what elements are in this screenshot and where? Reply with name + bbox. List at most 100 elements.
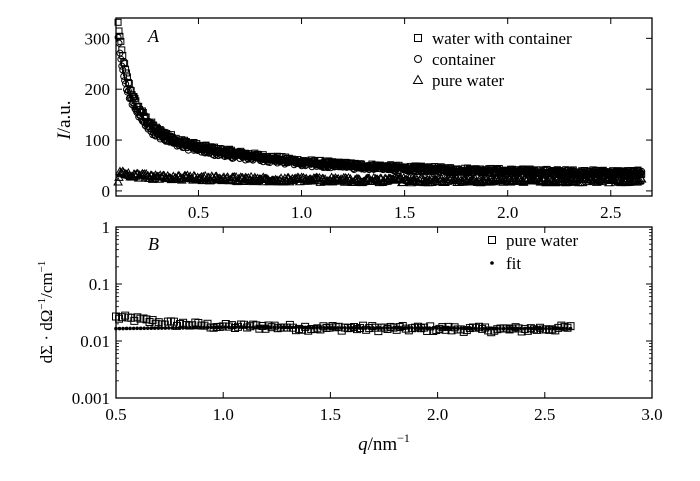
panel-b-x-tick-label: 2.0 (427, 405, 448, 424)
panel-a-container-point (285, 157, 293, 165)
panel-b-fit-point (420, 326, 425, 330)
panel-b-fit-point (392, 326, 397, 330)
panel-a-pure-water-point (523, 172, 534, 182)
panel-b-fit-point (396, 326, 400, 330)
panel-b-fit-point (290, 325, 294, 330)
panel-b-fit-point (124, 326, 129, 331)
panel-b-fit-point (399, 326, 404, 330)
panel-a-pure-water-point (298, 172, 309, 182)
panel-a-pure-water-point (393, 174, 404, 183)
panel-b-ylabel-main: dΣ · dΩ (37, 310, 56, 364)
panel-b-fit-point (568, 326, 573, 331)
panel-b-fit-point (233, 325, 238, 329)
panel-b-fit-point (512, 326, 516, 331)
panel-b-fit-point (322, 325, 326, 330)
panel-a-pure-water-point (343, 172, 354, 182)
panel-a-ylabel-unit: /a.u. (54, 100, 75, 133)
panel-a-legend: water with container container pure water (412, 29, 572, 90)
panel-b-fit-point (138, 326, 143, 331)
panel-a-x-tick-label: 1.5 (394, 203, 415, 222)
panel-b-fit-point (160, 326, 164, 330)
panel-b-ylabel-exp1: −1 (36, 298, 48, 310)
panel-b-fit-point (350, 326, 354, 330)
panel-b-legend-marker-fit (490, 261, 494, 265)
panel-b-fit-point (484, 326, 488, 331)
panel-b-fit-point (174, 326, 178, 330)
panel-b-fit-point (241, 325, 245, 329)
panel-b-fit-point (198, 325, 203, 330)
panel-b-ylabel-mid: /cm (37, 272, 56, 298)
svg-text:I/a.u.: I/a.u. (54, 100, 75, 140)
panel-b-fit-point (424, 326, 428, 330)
panel-b-fit-point (385, 326, 390, 330)
panel-a-container-point (121, 76, 129, 84)
panel-b-fit-point (216, 325, 220, 330)
panel-b-fit-point (307, 325, 312, 330)
panel-b-fit-point (491, 326, 495, 331)
panel-b-x-tick-label: 3.0 (641, 405, 662, 424)
panel-b-frame (115, 226, 653, 399)
panel-b-fit-point (152, 326, 157, 330)
panel-b-fit-point (353, 326, 358, 330)
svg-text:dΣ · dΩ−1/cm−1: dΣ · dΩ−1/cm−1 (36, 261, 56, 364)
panel-b-fit-point (184, 325, 189, 330)
panel-b-fit-point (262, 325, 266, 329)
panel-b-fit-point (297, 325, 302, 330)
panel-b-y-tick-label: 0.001 (72, 389, 110, 408)
panel-b-xlabel-exp: −1 (397, 431, 410, 445)
panel-b-legend-label-fit: fit (506, 254, 521, 273)
panel-b-fit-point (212, 325, 217, 330)
panel-b-fit-point (272, 325, 277, 330)
panel-b-fit-point (427, 326, 432, 330)
panel-a-water-with-container-point (125, 80, 133, 88)
panel-b-fit-point (149, 326, 154, 330)
panel-b-marks (112, 311, 575, 337)
panel-b-fit-point (480, 326, 485, 331)
panel-b-fit-point (276, 325, 280, 330)
panel-b-fit-point (265, 325, 270, 329)
panel-a-pure-water-point (636, 174, 647, 183)
panel-b-fit-point (406, 326, 411, 330)
panel-b-fit-point (181, 326, 185, 330)
panel-b-fit-point (367, 326, 372, 330)
panel-a-ylabel-var: I (54, 132, 75, 141)
panel-a-water-with-container-point (114, 18, 122, 26)
panel-b-fit-point (343, 326, 347, 330)
panel-b-fit-point (300, 325, 305, 330)
panel-b-fit-point (537, 326, 541, 331)
panel-a-x-tick-label: 2.0 (497, 203, 518, 222)
panel-a-legend-label-pure-water: pure water (432, 71, 505, 90)
panel-b-fit-point (131, 326, 136, 331)
panel-b-fit-point (544, 326, 548, 331)
panel-b-fit-point (332, 326, 337, 330)
panel-b-fit-point (117, 326, 122, 331)
panel-b-fit-point (431, 326, 435, 330)
panel-b-fit-point (410, 326, 414, 330)
panel-b-label: B (148, 234, 159, 254)
panel-b-fit-point (477, 326, 481, 331)
panel-b-fit-point (188, 325, 192, 330)
panel-b-y-tick-label: 0.01 (80, 332, 110, 351)
panel-b-fit-point (487, 326, 492, 331)
panel-b-fit-point (448, 326, 453, 331)
panel-a-container-point (637, 169, 645, 177)
panel-b-x-tick-label: 1.5 (320, 405, 341, 424)
panel-b-fit-point (251, 325, 256, 329)
panel-a-container-point (118, 62, 126, 70)
panel-b-fit-point (378, 326, 383, 330)
panel-b-fit-point (529, 326, 534, 331)
panel-b-y-tick-label: 0.1 (89, 275, 110, 294)
panel-a-container-point (120, 72, 128, 80)
panel-b-fit-point (371, 326, 376, 330)
panel-a-pure-water-point (416, 172, 427, 182)
panel-a-legend-marker-container (414, 55, 422, 63)
panel-b-xlabel-var: q (358, 434, 368, 455)
panel-b-y-tick-label: 1 (102, 218, 111, 237)
panel-a: 0.5 1.0 1.5 2.0 2.5 0 100 200 300 A I/a.u. water… (54, 17, 653, 222)
panel-b-fit-point (346, 326, 351, 330)
panel-b-ticks: 0.5 1.0 1.5 2.0 2.5 3.0 0.001 0.01 0.1 1 (72, 218, 663, 424)
panel-a-container-point (167, 138, 175, 146)
panel-b-fit-point (459, 326, 464, 331)
panel-b-x-axis-label: q/nm−1 (358, 431, 410, 455)
panel-a-y-tick-label: 100 (85, 131, 111, 150)
